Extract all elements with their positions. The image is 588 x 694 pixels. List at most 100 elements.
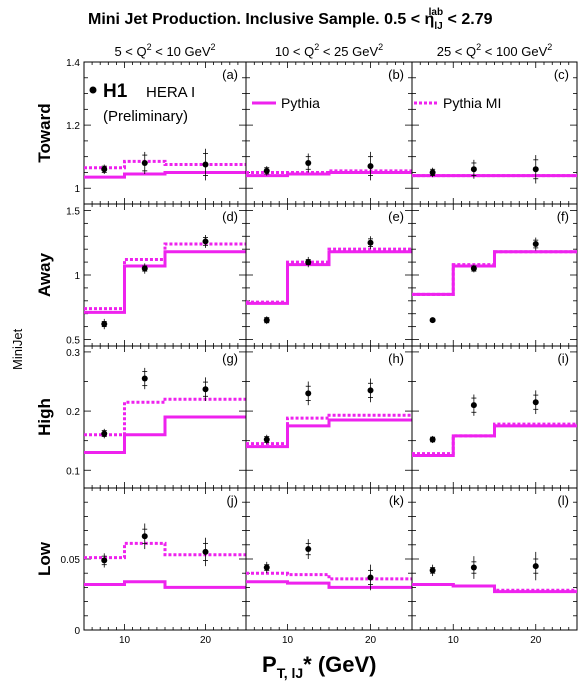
data-point <box>470 564 477 571</box>
data-point <box>141 265 148 272</box>
data-point <box>141 533 148 540</box>
x-axis-sub: T, lJ <box>277 665 303 681</box>
pythia-histogram <box>84 580 246 589</box>
panel-b: (b) <box>245 61 413 205</box>
title-sub: lJ <box>434 21 442 32</box>
row-label-away: Away <box>35 252 54 297</box>
panel-label: (k) <box>389 493 404 508</box>
title-end: < 2.79 <box>443 11 492 28</box>
row-label-high: High <box>35 398 54 436</box>
panel-frame <box>411 345 578 489</box>
x-tick-label: 20 <box>365 635 377 646</box>
data-point <box>141 159 148 166</box>
x-tick-label: 20 <box>200 635 212 646</box>
pythia-histogram <box>246 418 412 449</box>
data-point <box>470 166 477 173</box>
y-axis-label-partial: MiniJet <box>10 328 25 370</box>
y-tick-label: 0.05 <box>61 555 81 566</box>
col-sup2: 2 <box>211 42 216 52</box>
data-point <box>141 375 148 382</box>
panel-label: (b) <box>388 67 404 82</box>
column-header-0: 5 < Q2 < 10 GeV2 <box>114 42 215 59</box>
panel-frame <box>411 61 578 205</box>
data-point <box>202 161 209 168</box>
data-point <box>470 402 477 409</box>
data-point <box>101 166 108 173</box>
panel-label: (c) <box>554 67 569 82</box>
panel-d: 0.5 1 1.5 (d) <box>66 203 247 347</box>
pythia-histogram <box>412 583 577 594</box>
pythia-histogram <box>84 250 246 314</box>
data-point <box>532 241 539 248</box>
col-post: < 25 GeV <box>319 44 378 59</box>
pythia-histogram <box>246 580 412 589</box>
y-tick-label: 1 <box>74 271 80 282</box>
x-axis-post: * (GeV) <box>303 652 376 677</box>
col-pre: 25 < Q <box>437 44 476 59</box>
data-point <box>367 239 374 246</box>
col-sup2: 2 <box>547 42 552 52</box>
data-point <box>305 259 312 266</box>
data-point <box>263 436 270 443</box>
legend-hera: HERA I <box>146 84 195 101</box>
panel-frame <box>245 345 413 489</box>
pythia-histogram <box>246 250 412 305</box>
pythia-histogram <box>246 170 412 178</box>
x-axis-main: P <box>262 652 277 677</box>
pythia-mi-histogram <box>84 397 246 437</box>
panel-label: (f) <box>557 209 569 224</box>
data-point <box>202 386 209 393</box>
data-point <box>532 563 539 570</box>
panel-label: (e) <box>388 209 404 224</box>
pythia-mi-histogram <box>84 159 246 170</box>
pythia-mi-histogram <box>84 541 246 560</box>
col-pre: 10 < Q <box>275 44 314 59</box>
data-point <box>532 166 539 173</box>
col-post: < 10 GeV <box>152 44 211 59</box>
data-point <box>470 265 477 272</box>
col-sup: 2 <box>476 42 481 52</box>
panel-l: 10 20 (l) <box>411 487 578 646</box>
data-point <box>429 436 436 443</box>
x-axis-label: PT, lJ* (GeV) <box>262 652 377 681</box>
y-tick-label: 1.5 <box>66 206 80 217</box>
legend-pythia: Pythia <box>281 95 320 111</box>
col-pre: 5 < Q <box>114 44 146 59</box>
pythia-mi-histogram <box>246 571 412 581</box>
x-tick-label: 10 <box>282 635 294 646</box>
col-sup2: 2 <box>378 42 383 52</box>
panel-frame <box>411 203 578 347</box>
y-tick-label: 0 <box>74 626 80 637</box>
data-point <box>305 546 312 553</box>
column-headers: 5 < Q2 < 10 GeV2 10 < Q2 < 25 GeV2 25 < Q2… <box>114 42 552 59</box>
y-tick-label: 0.5 <box>66 336 80 347</box>
col-sup: 2 <box>147 42 152 52</box>
panel-frame <box>411 487 578 631</box>
data-point <box>367 387 374 394</box>
legend-h1: H1 <box>103 81 128 102</box>
data-point <box>305 159 312 166</box>
y-tick-label: 1 <box>74 184 80 195</box>
figure-title: Mini Jet Production. Inclusive Sample. 0… <box>88 7 493 32</box>
panel-k: 10 20 (k) <box>245 487 413 646</box>
x-tick-label: 20 <box>530 635 542 646</box>
y-tick-label: 0.2 <box>66 407 80 418</box>
data-point <box>305 390 312 397</box>
title-main: Mini Jet Production. Inclusive Sample. 0… <box>88 11 434 28</box>
pythia-mi-histogram <box>412 422 577 456</box>
row-labels: Toward Away High Low <box>35 103 54 576</box>
data-point <box>532 399 539 406</box>
panel-label: (d) <box>222 209 238 224</box>
panel-label: (h) <box>388 351 404 366</box>
column-header-2: 25 < Q2 < 100 GeV2 <box>437 42 553 59</box>
pythia-histogram <box>412 424 577 457</box>
col-post: < 100 GeV <box>481 44 547 59</box>
legend-preliminary: (Preliminary) <box>103 108 188 125</box>
data-point <box>263 317 270 324</box>
data-point <box>367 163 374 170</box>
y-tick-label: 0.3 <box>66 348 80 359</box>
panel-e: (e) <box>245 203 413 347</box>
panel-g: 0.1 0.2 0.3 (g) <box>66 345 247 489</box>
x-tick-label: 10 <box>448 635 460 646</box>
data-point <box>429 317 436 324</box>
